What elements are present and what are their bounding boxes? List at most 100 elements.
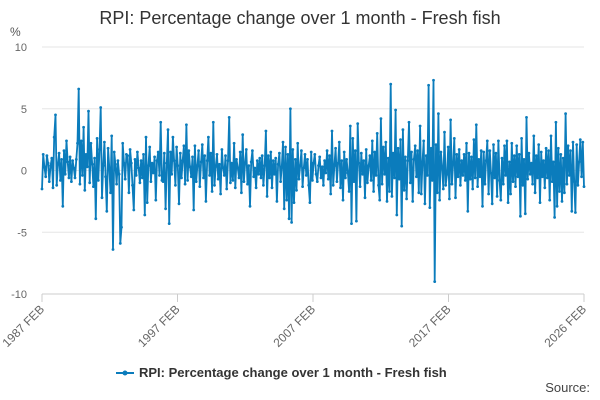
data-point (337, 140, 341, 144)
data-point (279, 180, 282, 184)
data-point (452, 137, 456, 140)
data-point (161, 180, 165, 184)
data-point (380, 182, 384, 186)
data-point (495, 195, 499, 198)
data-point (275, 200, 279, 203)
data-point (309, 150, 313, 154)
data-point (284, 145, 287, 149)
data-point (472, 138, 476, 142)
data-point (421, 160, 424, 164)
data-point (243, 161, 247, 165)
data-point (483, 182, 487, 186)
data-point (427, 83, 430, 87)
data-point (522, 158, 526, 161)
data-point (290, 221, 293, 224)
data-point (463, 179, 467, 182)
y-tick-label: 0 (21, 166, 27, 178)
data-point (73, 176, 77, 180)
data-point (242, 180, 246, 184)
data-point (229, 181, 232, 185)
series-layer (40, 78, 586, 283)
data-point (266, 154, 270, 158)
data-point (416, 149, 419, 153)
legend-label[interactable]: RPI: Percentage change over 1 month - Fr… (139, 365, 447, 380)
data-point (237, 176, 241, 180)
data-point (209, 151, 213, 155)
data-point (394, 108, 397, 112)
legend[interactable]: RPI: Percentage change over 1 month - Fr… (116, 365, 447, 380)
data-point (271, 159, 275, 163)
data-point (477, 158, 481, 161)
data-point (121, 141, 125, 145)
data-point (92, 185, 95, 189)
data-point (545, 176, 549, 180)
data-point (291, 148, 295, 151)
data-point (298, 164, 302, 168)
data-point (465, 141, 468, 145)
data-point (100, 196, 104, 200)
data-point (303, 153, 307, 156)
data-point (543, 186, 547, 190)
data-point (320, 165, 324, 169)
data-point (319, 176, 323, 180)
data-point (377, 183, 380, 187)
data-point (571, 140, 575, 144)
data-point (523, 212, 527, 216)
data-point (116, 159, 120, 163)
data-point (211, 120, 215, 124)
chart-title: RPI: Percentage change over 1 month - Fr… (99, 8, 501, 28)
data-point (312, 161, 315, 165)
data-point (399, 138, 402, 142)
data-point (215, 153, 219, 156)
data-point (101, 164, 105, 168)
data-point (144, 135, 148, 139)
data-point (323, 159, 326, 163)
data-point (183, 182, 187, 186)
data-point (419, 192, 423, 196)
data-point (565, 182, 569, 186)
data-point (553, 216, 556, 219)
data-point (59, 179, 62, 182)
data-point (384, 140, 388, 144)
data-point (411, 200, 415, 203)
data-point (126, 154, 129, 158)
data-point (118, 242, 122, 245)
data-point (270, 186, 274, 190)
data-point (330, 129, 334, 133)
data-point (150, 161, 154, 165)
data-point (342, 150, 346, 154)
data-point (344, 176, 347, 180)
data-point (363, 196, 367, 200)
data-point (580, 175, 583, 179)
data-point (204, 200, 208, 203)
data-point (509, 192, 512, 196)
data-point (433, 280, 437, 283)
data-point (133, 158, 137, 161)
data-point (54, 113, 57, 117)
y-tick-label: 5 (21, 104, 27, 116)
data-point (193, 144, 197, 148)
data-point (417, 191, 421, 195)
data-point (307, 183, 311, 187)
data-point (251, 149, 254, 153)
data-point (300, 149, 303, 153)
data-point (443, 130, 446, 134)
data-point (78, 182, 82, 186)
data-point (489, 171, 493, 175)
data-point (304, 174, 308, 177)
data-point (90, 162, 94, 166)
data-point (547, 149, 550, 153)
data-point (175, 145, 179, 149)
data-point (222, 174, 226, 177)
data-point (339, 186, 342, 190)
data-point (501, 182, 505, 186)
data-point (520, 137, 523, 140)
data-point (375, 132, 379, 135)
data-point (448, 197, 451, 201)
data-point (280, 165, 284, 169)
data-point (517, 153, 521, 156)
data-point (492, 143, 495, 147)
data-point (103, 140, 106, 144)
data-point (430, 179, 434, 182)
data-point (255, 159, 259, 163)
